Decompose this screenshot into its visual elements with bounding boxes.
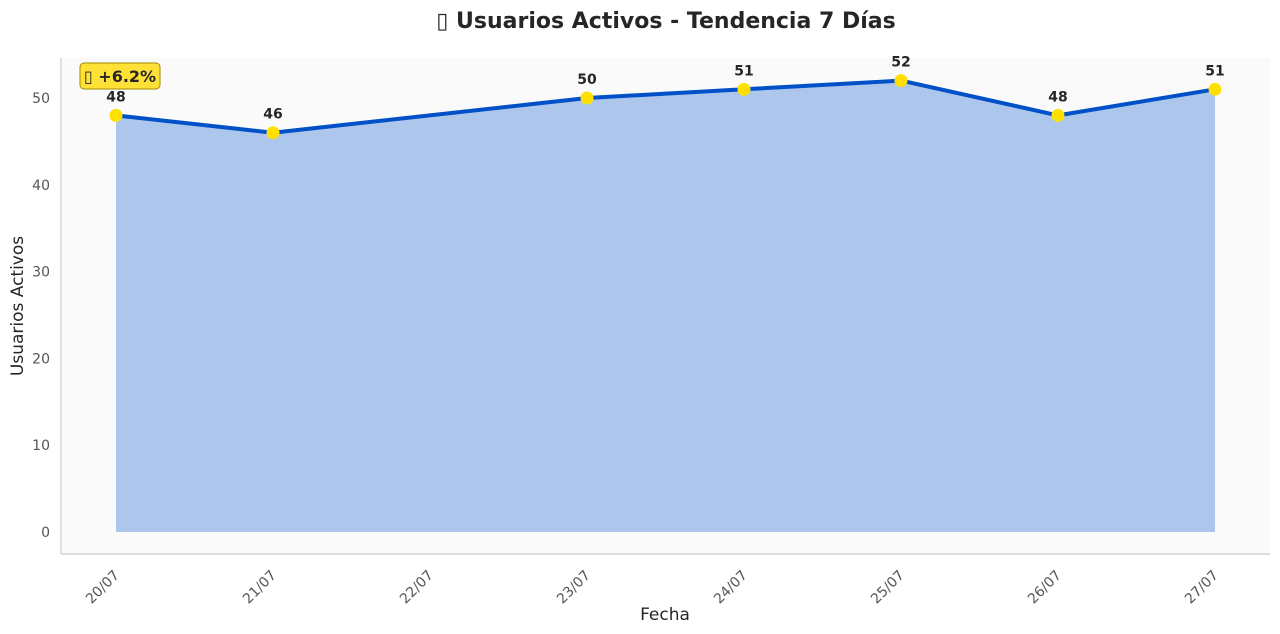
- series-area-fill: [116, 80, 1215, 532]
- area-layer: [114, 78, 1217, 532]
- y-tick-label: 10: [32, 438, 50, 454]
- axes: [60, 58, 1270, 555]
- data-label: 46: [263, 107, 282, 123]
- data-point: [580, 91, 594, 105]
- y-tick-label: 50: [32, 91, 50, 107]
- x-tick-label: 25/07: [868, 568, 908, 608]
- data-label: 51: [1205, 63, 1224, 79]
- data-label: 52: [891, 55, 910, 71]
- data-point: [894, 74, 908, 88]
- x-tick-label: 23/07: [554, 568, 594, 608]
- data-point: [266, 126, 280, 140]
- data-label: 48: [106, 89, 125, 105]
- badge-text: ▯ +6.2%: [84, 67, 156, 86]
- x-tick-label: 26/07: [1025, 568, 1065, 608]
- data-label: 48: [1048, 89, 1067, 105]
- data-point: [1208, 82, 1222, 96]
- data-point: [109, 108, 123, 122]
- y-axis-label: Usuarios Activos: [8, 236, 28, 376]
- x-tick-label: 20/07: [83, 568, 123, 608]
- data-label: 50: [577, 72, 597, 88]
- x-tick-label: 24/07: [711, 568, 751, 608]
- y-tick-label: 0: [41, 525, 50, 541]
- badge-box: [79, 62, 161, 90]
- data-labels: 48 46 50 51 52 48 51: [106, 55, 1224, 123]
- data-label: 51: [734, 63, 753, 79]
- data-point: [737, 82, 751, 96]
- data-point: [1051, 108, 1065, 122]
- x-tick-label: 27/07: [1182, 568, 1222, 608]
- x-tick-label: 22/07: [397, 568, 437, 608]
- points-layer: [109, 74, 1222, 140]
- y-tick-label: 40: [32, 178, 50, 194]
- y-tick-label: 20: [32, 351, 50, 367]
- annotation-badge: ▯ +6.2%: [79, 62, 161, 90]
- y-tick-label: 30: [32, 265, 50, 281]
- chart-title: ▯ Usuarios Activos - Tendencia 7 Días: [436, 9, 895, 34]
- x-tick-label: 21/07: [240, 568, 280, 608]
- x-axis-label: Fecha: [640, 605, 690, 625]
